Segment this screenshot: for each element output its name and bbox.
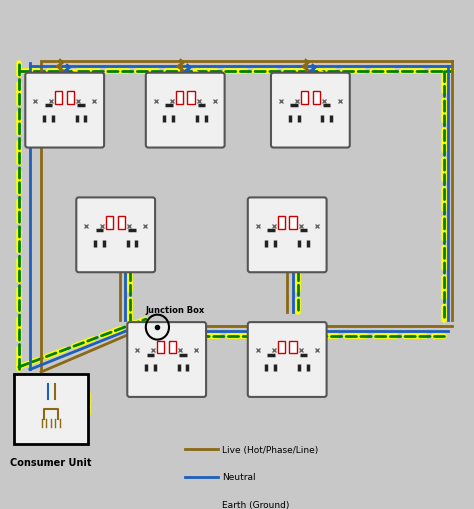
FancyBboxPatch shape bbox=[146, 74, 225, 148]
Text: Live (Hot/Phase/Line): Live (Hot/Phase/Line) bbox=[222, 445, 319, 454]
Text: Earth (Ground): Earth (Ground) bbox=[222, 500, 290, 508]
FancyBboxPatch shape bbox=[271, 74, 350, 148]
Bar bbox=[278, 341, 285, 354]
Text: Neutral: Neutral bbox=[222, 472, 256, 482]
FancyBboxPatch shape bbox=[248, 323, 327, 397]
Bar bbox=[175, 92, 183, 105]
FancyBboxPatch shape bbox=[248, 198, 327, 273]
Bar bbox=[278, 216, 285, 229]
FancyBboxPatch shape bbox=[128, 323, 206, 397]
FancyBboxPatch shape bbox=[76, 198, 155, 273]
Bar bbox=[312, 92, 320, 105]
Bar bbox=[169, 341, 176, 354]
Bar bbox=[157, 341, 164, 354]
Bar bbox=[14, 375, 88, 444]
Text: Junction Box: Junction Box bbox=[146, 305, 205, 315]
Bar bbox=[67, 92, 74, 105]
Bar bbox=[55, 92, 63, 105]
Bar bbox=[290, 216, 297, 229]
Text: Consumer Unit: Consumer Unit bbox=[10, 457, 91, 467]
Bar bbox=[301, 92, 308, 105]
Bar bbox=[290, 341, 297, 354]
FancyBboxPatch shape bbox=[25, 74, 104, 148]
Bar bbox=[187, 92, 195, 105]
Bar bbox=[118, 216, 125, 229]
Bar bbox=[106, 216, 113, 229]
